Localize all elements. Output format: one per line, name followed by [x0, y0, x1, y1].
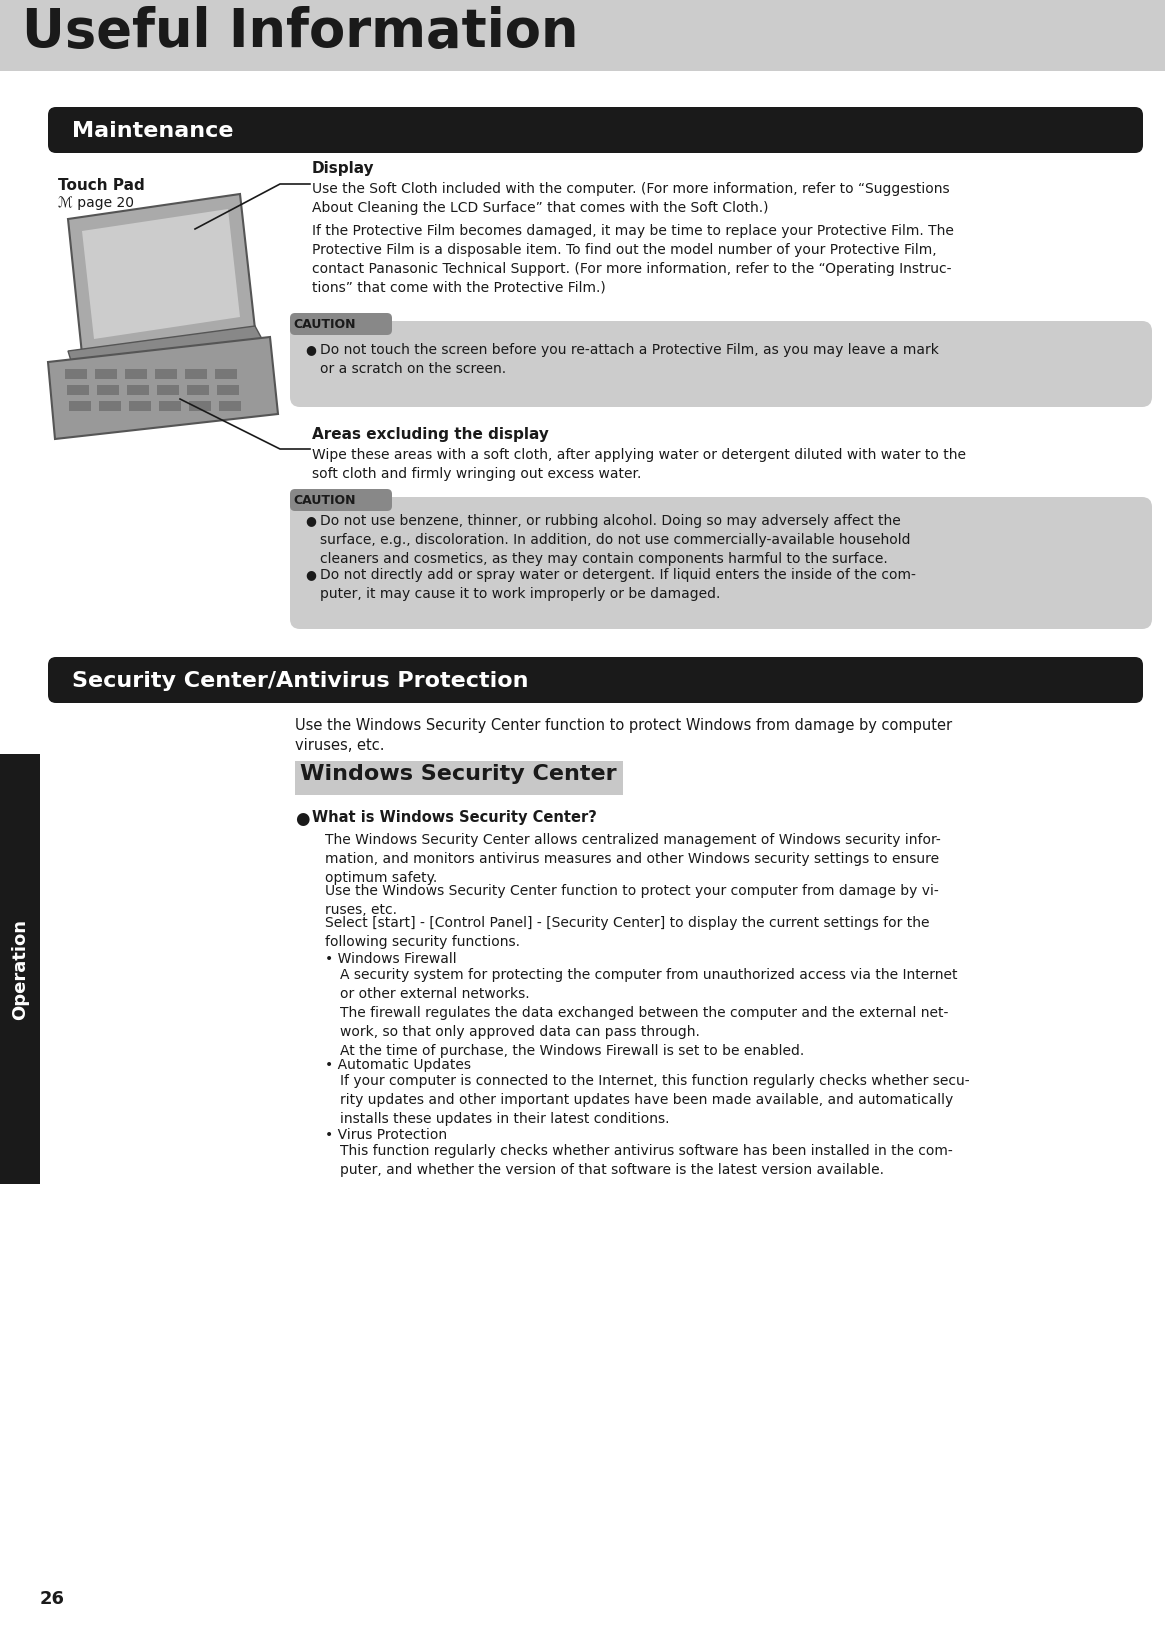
- Bar: [69, 401, 91, 412]
- Bar: [129, 401, 151, 412]
- Text: Wipe these areas with a soft cloth, after applying water or detergent diluted wi: Wipe these areas with a soft cloth, afte…: [312, 448, 966, 481]
- Text: • Virus Protection: • Virus Protection: [325, 1128, 447, 1141]
- Bar: [158, 401, 181, 412]
- Text: CAUTION: CAUTION: [294, 494, 355, 507]
- Bar: [68, 386, 89, 396]
- Text: Areas excluding the display: Areas excluding the display: [312, 427, 549, 442]
- Text: Operation: Operation: [10, 919, 29, 1020]
- Text: This function regularly checks whether antivirus software has been installed in : This function regularly checks whether a…: [340, 1143, 953, 1177]
- Text: Touch Pad: Touch Pad: [58, 178, 144, 192]
- Text: Use the Windows Security Center function to protect Windows from damage by compu: Use the Windows Security Center function…: [295, 717, 952, 753]
- Text: If your computer is connected to the Internet, this function regularly checks wh: If your computer is connected to the Int…: [340, 1073, 969, 1125]
- Text: CAUTION: CAUTION: [294, 318, 355, 331]
- Bar: [295, 761, 623, 795]
- Text: Select [start] - [Control Panel] - [Security Center] to display the current sett: Select [start] - [Control Panel] - [Secu…: [325, 916, 930, 949]
- Text: Use the Windows Security Center function to protect your computer from damage by: Use the Windows Security Center function…: [325, 883, 939, 916]
- Text: What is Windows Security Center?: What is Windows Security Center?: [312, 810, 596, 825]
- Bar: [217, 386, 239, 396]
- Text: ●: ●: [295, 810, 310, 828]
- Bar: [96, 370, 116, 380]
- Bar: [157, 386, 179, 396]
- Polygon shape: [68, 326, 262, 365]
- Text: Security Center/Antivirus Protection: Security Center/Antivirus Protection: [72, 670, 529, 691]
- Bar: [0, 0, 1165, 72]
- FancyBboxPatch shape: [48, 108, 1143, 153]
- Bar: [155, 370, 177, 380]
- FancyBboxPatch shape: [290, 489, 391, 512]
- Text: 26: 26: [40, 1589, 65, 1607]
- Text: A security system for protecting the computer from unauthorized access via the I: A security system for protecting the com…: [340, 968, 958, 1058]
- Bar: [97, 386, 119, 396]
- Bar: [219, 401, 241, 412]
- Text: Useful Information: Useful Information: [22, 7, 579, 59]
- Bar: [216, 370, 236, 380]
- Text: • Automatic Updates: • Automatic Updates: [325, 1058, 471, 1071]
- Text: ●: ●: [305, 567, 316, 580]
- Polygon shape: [68, 196, 255, 355]
- Text: Do not use benzene, thinner, or rubbing alcohol. Doing so may adversely affect t: Do not use benzene, thinner, or rubbing …: [320, 513, 911, 566]
- Bar: [188, 386, 209, 396]
- Bar: [189, 401, 211, 412]
- FancyBboxPatch shape: [48, 657, 1143, 704]
- FancyBboxPatch shape: [290, 497, 1152, 629]
- Text: ●: ●: [305, 513, 316, 526]
- Text: Maintenance: Maintenance: [72, 121, 233, 140]
- Bar: [0, 755, 40, 1185]
- Polygon shape: [48, 337, 278, 440]
- Text: Windows Security Center: Windows Security Center: [301, 763, 616, 784]
- Text: If the Protective Film becomes damaged, it may be time to replace your Protectiv: If the Protective Film becomes damaged, …: [312, 223, 954, 295]
- Text: Do not directly add or spray water or detergent. If liquid enters the inside of : Do not directly add or spray water or de…: [320, 567, 916, 600]
- Bar: [99, 401, 121, 412]
- Polygon shape: [82, 210, 240, 339]
- FancyBboxPatch shape: [290, 315, 391, 336]
- Text: • Windows Firewall: • Windows Firewall: [325, 952, 457, 965]
- Text: Use the Soft Cloth included with the computer. (For more information, refer to “: Use the Soft Cloth included with the com…: [312, 183, 949, 215]
- Bar: [127, 386, 149, 396]
- Text: ●: ●: [305, 342, 316, 355]
- Text: ℳ page 20: ℳ page 20: [58, 196, 134, 210]
- FancyBboxPatch shape: [290, 321, 1152, 408]
- Text: Display: Display: [312, 161, 375, 176]
- Text: The Windows Security Center allows centralized management of Windows security in: The Windows Security Center allows centr…: [325, 833, 941, 885]
- Bar: [125, 370, 147, 380]
- Bar: [185, 370, 207, 380]
- Bar: [65, 370, 87, 380]
- Text: Do not touch the screen before you re-attach a Protective Film, as you may leave: Do not touch the screen before you re-at…: [320, 342, 939, 377]
